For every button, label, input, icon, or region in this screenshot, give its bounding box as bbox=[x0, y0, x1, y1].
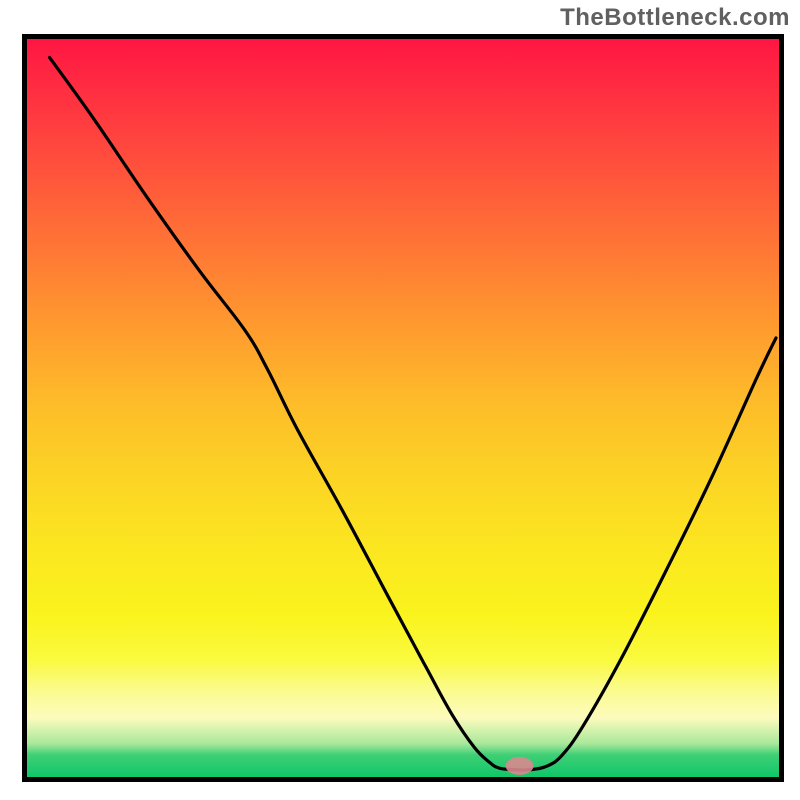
chart-root: { "watermark": { "text": "TheBottleneck.… bbox=[0, 0, 800, 800]
plot-frame bbox=[22, 34, 784, 782]
watermark-text: TheBottleneck.com bbox=[560, 4, 790, 32]
